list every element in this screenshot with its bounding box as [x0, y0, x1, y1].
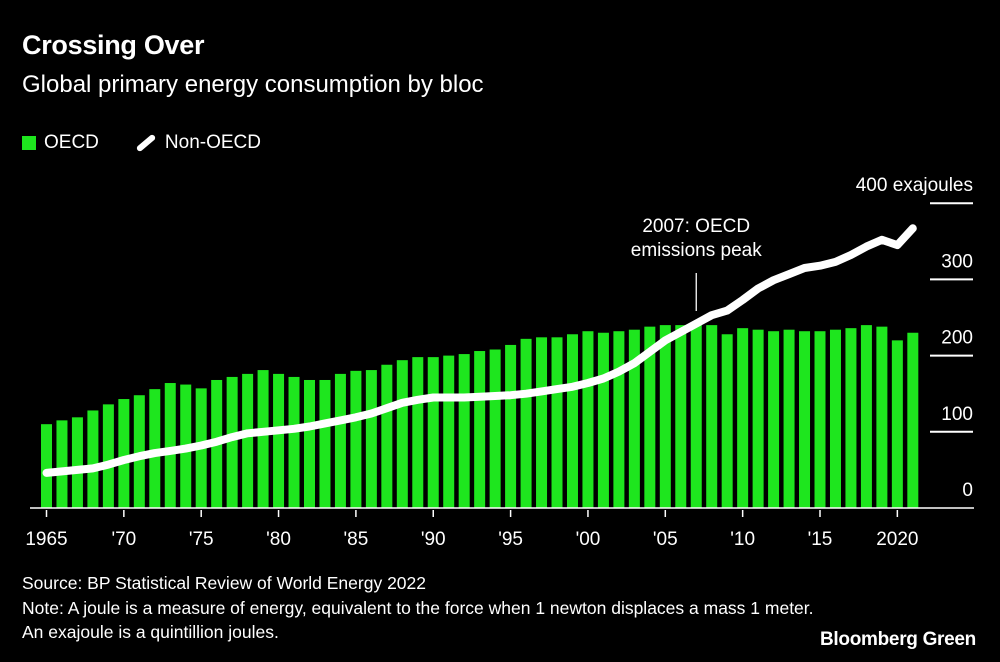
y-tick-label-200: 200: [941, 328, 973, 349]
bar-oecd-2012: [768, 331, 780, 508]
bar-oecd-2015: [814, 331, 826, 508]
bar-oecd-1993: [474, 351, 486, 508]
bar-oecd-1995: [505, 344, 517, 508]
chart-title: Crossing Over: [22, 30, 205, 60]
x-tick-label-1990: '90: [421, 529, 446, 550]
x-tick-label-2010: '10: [730, 529, 755, 550]
x-tick-label-2020: 2020: [876, 529, 918, 550]
legend-swatch-oecd: [22, 136, 36, 150]
bar-oecd-1967: [71, 417, 83, 508]
bar-oecd-2010: [737, 328, 749, 508]
bar-oecd-2009: [721, 334, 733, 508]
bar-oecd-1991: [443, 355, 455, 508]
y-axis: 0 100 200 300 400 exajoules: [30, 175, 974, 509]
bar-oecd-1992: [458, 354, 470, 508]
bar-oecd-1985: [350, 370, 362, 508]
bar-oecd-1977: [226, 376, 238, 508]
bar-oecd-1965: [41, 424, 52, 508]
note-text-2: An exajoule is a quintillion joules.: [22, 622, 279, 642]
bar-oecd-1980: [273, 373, 285, 508]
brand-logo: Bloomberg Green: [820, 629, 976, 650]
note-text: Note: A joule is a measure of energy, eq…: [22, 597, 814, 618]
annotation-text: 2007: OECD: [642, 216, 750, 237]
bar-oecd-1971: [133, 395, 145, 508]
bar-oecd-2020: [891, 340, 903, 508]
y-tick-label-100: 100: [941, 404, 973, 425]
bar-oecd-1986: [365, 370, 377, 508]
bar-oecd-1973: [164, 383, 176, 508]
x-tick-label-1975: '75: [189, 529, 214, 550]
bar-oecd-1966: [56, 420, 68, 508]
bar-oecd-2002: [613, 331, 625, 508]
bar-oecd-1981: [288, 376, 300, 508]
y-tick-label-400: 400 exajoules: [856, 175, 973, 196]
legend-item-oecd: OECD: [22, 132, 99, 154]
chart-subtitle: Global primary energy consumption by blo…: [22, 71, 484, 98]
bar-oecd-1988: [396, 360, 408, 508]
bar-oecd-1989: [412, 357, 424, 508]
bar-oecd-2021: [907, 332, 919, 508]
bar-oecd-1972: [149, 389, 161, 508]
bar-oecd-2016: [829, 329, 841, 508]
bar-oecd-1983: [319, 379, 331, 508]
bar-oecd-1984: [334, 373, 346, 508]
x-tick-label-1980: '80: [266, 529, 291, 550]
bar-oecd-1987: [381, 364, 393, 508]
y-tick-label-300: 300: [941, 251, 973, 272]
line-non-oecd-group: [42, 224, 917, 477]
bar-oecd-2004: [644, 326, 656, 508]
bar-oecd-2017: [845, 328, 857, 508]
x-tick-label-1970: '70: [111, 529, 136, 550]
bar-oecd-2005: [659, 325, 671, 508]
bar-oecd-2003: [628, 329, 640, 508]
x-axis: 1965 '70 '75 '80 '85 '90 '95 '00 '05 '10 '15 2020: [25, 510, 918, 550]
bar-oecd-2014: [799, 331, 811, 508]
bar-oecd-1996: [520, 338, 532, 508]
x-tick-label-1995: '95: [498, 529, 523, 550]
footer: Source: BP Statistical Review of World E…: [22, 571, 814, 645]
annotation: 2007: OECD emissions peak: [631, 216, 762, 311]
bar-oecd-1969: [102, 404, 114, 508]
bar-oecd-2000: [582, 331, 594, 508]
bar-oecd-1979: [257, 370, 269, 508]
bar-oecd-2006: [675, 325, 687, 508]
x-tick-label-2005: '05: [653, 529, 678, 550]
bar-oecd-1997: [536, 337, 548, 508]
bar-oecd-2008: [706, 325, 718, 508]
y-tick-label-0: 0: [962, 480, 973, 501]
bar-oecd-2001: [597, 332, 609, 508]
bars-oecd: [41, 324, 919, 508]
bar-oecd-1970: [118, 399, 130, 508]
x-tick-label-2000: '00: [576, 529, 601, 550]
x-tick-label-1965: 1965: [25, 529, 67, 550]
legend: OECD Non-OECD: [22, 132, 287, 154]
annotation-text: emissions peak: [631, 240, 762, 261]
bar-oecd-1982: [303, 379, 315, 508]
bar-oecd-2007: [690, 324, 702, 508]
source-text: Source: BP Statistical Review of World E…: [22, 573, 426, 593]
bar-oecd-1994: [489, 349, 501, 508]
legend-label-non-oecd: Non-OECD: [164, 132, 261, 153]
bar-oecd-1968: [87, 410, 99, 508]
bar-oecd-1998: [551, 337, 563, 508]
bar-oecd-1999: [566, 334, 578, 508]
bar-oecd-1978: [242, 373, 254, 508]
x-tick-label-1985: '85: [344, 529, 369, 550]
bar-oecd-2018: [860, 325, 872, 508]
legend-label-oecd: OECD: [44, 132, 99, 153]
line-non-oecd: [42, 224, 917, 477]
bar-oecd-2019: [876, 326, 888, 508]
bar-oecd-2011: [752, 329, 764, 508]
x-tick-label-2015: '15: [808, 529, 833, 550]
bar-oecd-1990: [427, 357, 439, 508]
legend-item-non-oecd: Non-OECD: [135, 132, 261, 154]
bar-oecd-2013: [783, 329, 795, 508]
